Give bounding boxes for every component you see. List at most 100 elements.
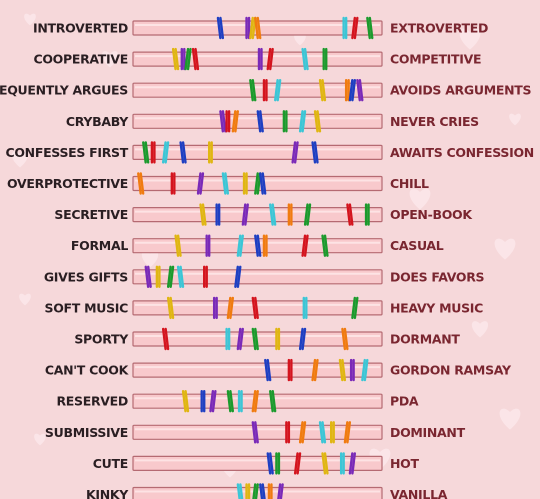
rating-mark <box>287 203 293 226</box>
rating-mark <box>338 358 347 382</box>
left-trait-label: GIVES GIFTS <box>44 269 128 284</box>
rating-mark <box>275 452 281 475</box>
rows: INTROVERTED EXTROVERTED COOPERATIVE COMPETI… <box>0 16 534 499</box>
rating-mark <box>361 358 369 382</box>
trait-row: SUBMISSIVE DOMINANT <box>45 421 466 444</box>
right-trait-label: VANILLA <box>390 487 448 499</box>
trait-row: SOFT MUSIC HEAVY MUSIC <box>45 296 483 320</box>
rating-mark <box>364 203 370 226</box>
left-trait-label: OVERPROTECTIVE <box>7 176 128 191</box>
rating-mark <box>257 47 263 71</box>
left-trait-label: CUTE <box>93 456 128 471</box>
trait-row: CRYBABY NEVER CRIES <box>66 110 479 133</box>
right-trait-label: DOES FAVORS <box>390 269 485 284</box>
left-trait-label: INTROVERTED <box>33 21 128 36</box>
right-trait-label: AWAITS CONFESSION <box>390 145 534 160</box>
right-trait-label: HOT <box>390 456 419 471</box>
rating-mark <box>321 452 329 475</box>
rating-mark <box>287 358 293 382</box>
rating-mark <box>313 110 322 133</box>
rating-mark <box>231 110 239 133</box>
rating-mark <box>346 203 354 226</box>
rating-mark <box>269 203 277 226</box>
rating-mark <box>262 234 268 257</box>
rating-mark <box>269 390 277 413</box>
right-trait-label: OPEN-BOOK <box>390 207 473 222</box>
trait-row: CONFESSES FIRST AWAITS CONFESSION <box>5 141 534 164</box>
rating-mark <box>349 358 355 382</box>
rating-mark <box>144 265 152 288</box>
rating-mark <box>351 296 359 320</box>
rating-mark <box>339 452 345 475</box>
heart-icon <box>494 238 516 260</box>
rating-mark <box>293 452 302 475</box>
rating-mark <box>322 47 328 71</box>
rating-mark <box>176 265 185 288</box>
heart-icon <box>294 33 306 46</box>
trait-row: KINKY VANILLA <box>86 483 448 499</box>
heart-icon <box>101 51 119 68</box>
rating-mark <box>236 483 244 499</box>
rating-mark <box>251 296 259 320</box>
rating-mark <box>341 327 349 351</box>
right-trait-label: DOMINANT <box>390 425 466 440</box>
rating-mark <box>174 234 182 257</box>
heart-icon <box>34 433 46 446</box>
rating-mark <box>321 234 329 257</box>
spectrum-bar <box>132 51 383 67</box>
left-trait-label: SPORTY <box>74 332 129 347</box>
rating-mark <box>275 327 281 351</box>
heart-icon <box>409 188 431 210</box>
rating-mark <box>342 16 348 40</box>
rating-mark <box>311 141 319 164</box>
rating-mark <box>209 390 217 413</box>
rating-mark <box>285 421 291 444</box>
rating-mark <box>225 327 231 351</box>
rating-mark <box>301 234 309 257</box>
rating-mark <box>298 110 307 133</box>
rating-mark <box>181 390 190 413</box>
rating-mark <box>366 16 374 40</box>
trait-row: CAN'T COOK GORDON RAMSAY <box>45 358 512 382</box>
left-trait-label: CRYBABY <box>66 114 129 129</box>
left-trait-label: KINKY <box>86 487 129 499</box>
rating-mark <box>242 172 248 195</box>
rating-mark <box>171 47 180 71</box>
rating-mark <box>259 483 266 499</box>
rating-mark <box>219 110 227 133</box>
rating-mark <box>266 47 274 71</box>
rating-mark <box>249 79 257 102</box>
right-trait-label: AVOIDS ARGUMENTS <box>390 83 531 98</box>
right-trait-label: GORDON RAMSAY <box>390 363 512 378</box>
left-trait-label: RESERVED <box>56 394 128 409</box>
rating-mark <box>343 421 352 444</box>
trait-row: RESERVED PDA <box>56 390 419 413</box>
rating-mark <box>203 265 208 288</box>
rating-mark <box>212 296 218 320</box>
left-trait-label: SECRETIVE <box>54 207 128 222</box>
rating-mark <box>254 234 262 257</box>
right-trait-label: HEAVY MUSIC <box>390 300 483 315</box>
rating-mark <box>303 203 312 226</box>
rating-mark <box>252 483 259 499</box>
rating-mark <box>216 16 225 40</box>
rating-mark <box>180 47 186 71</box>
rating-mark <box>170 172 176 195</box>
rating-mark <box>199 203 207 226</box>
right-trait-label: EXTROVERTED <box>390 21 488 36</box>
left-trait-label: CONFESSES FIRST <box>5 145 128 160</box>
trait-row: INTROVERTED EXTROVERTED <box>33 16 488 40</box>
rating-mark <box>207 141 213 164</box>
trait-row: FORMAL CASUAL <box>71 234 444 257</box>
rating-mark <box>282 110 288 133</box>
trait-row: GIVES GIFTS DOES FAVORS <box>44 265 485 288</box>
trait-row: FREQUENTLY ARGUES AVOIDS ARGUMENTS <box>0 79 532 102</box>
left-trait-label: FORMAL <box>71 238 128 253</box>
rating-mark <box>234 265 242 288</box>
rating-mark <box>256 110 264 133</box>
rating-mark <box>298 421 307 444</box>
rating-mark <box>179 141 187 164</box>
rating-mark <box>277 483 284 499</box>
rating-mark <box>155 265 161 288</box>
